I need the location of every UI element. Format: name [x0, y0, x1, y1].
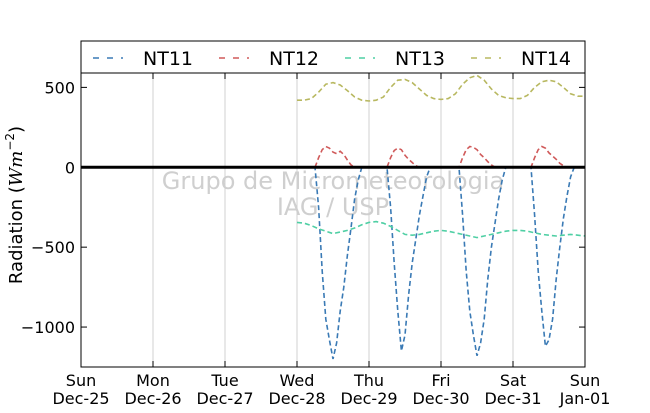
y-axis-label-prefix: Radiation (	[6, 186, 27, 284]
series-line-nt11	[297, 166, 578, 360]
x-tick-label-date: Jan-01	[559, 389, 611, 408]
x-tick-label-day: Thu	[353, 371, 384, 390]
legend-label-nt12: NT12	[269, 48, 319, 70]
watermark-line-2: IAG / USP	[277, 193, 389, 221]
y-tick-label: 0	[65, 158, 75, 177]
x-tick-label-date: Dec-28	[268, 389, 325, 408]
legend-box	[80, 40, 586, 74]
x-tick-label-date: Dec-31	[484, 389, 541, 408]
x-tick-label-day: Sun	[570, 371, 600, 390]
x-tick-label-day: Sun	[66, 371, 96, 390]
y-axis-label-suffix: )	[6, 126, 27, 133]
grid	[152, 73, 514, 367]
x-tick-label-date: Dec-29	[340, 389, 397, 408]
series-line-nt13	[296, 220, 585, 239]
x-tick-label-date: Dec-26	[124, 389, 181, 408]
x-tick-label-day: Wed	[280, 371, 315, 390]
series	[296, 74, 585, 360]
legend-label-nt13: NT13	[395, 48, 445, 70]
y-axis: 500 0 −500 −1000	[21, 78, 585, 337]
y-axis-label-unit: Wm	[6, 151, 27, 187]
y-axis-label: Radiation (Wm−2)	[3, 126, 27, 284]
x-tick-label-date: Dec-30	[412, 389, 469, 408]
x-tick-label-day: Fri	[431, 371, 450, 390]
series-line-nt12	[314, 145, 568, 169]
x-tick-label-day: Tue	[210, 371, 238, 390]
legend-label-nt11: NT11	[143, 48, 193, 70]
x-tick-label-date: Dec-25	[52, 389, 109, 408]
x-tick-label-day: Sat	[500, 371, 526, 390]
y-axis-label-exponent: −2	[3, 133, 17, 151]
legend: NT11 NT12 NT13 NT14	[93, 48, 571, 70]
series-line-nt14	[297, 74, 585, 102]
y-tick-label: −1000	[21, 318, 75, 337]
x-axis: SunDec-25MonDec-26TueDec-27WedDec-28ThuD…	[52, 73, 610, 408]
y-tick-label: −500	[31, 238, 75, 257]
watermark-line-1: Grupo de Micrometeorologia	[162, 167, 504, 195]
x-tick-label-date: Dec-27	[196, 389, 253, 408]
legend-label-nt14: NT14	[521, 48, 571, 70]
y-tick-label: 500	[44, 78, 75, 97]
x-tick-label-day: Mon	[136, 371, 170, 390]
plot-frame	[80, 72, 586, 368]
